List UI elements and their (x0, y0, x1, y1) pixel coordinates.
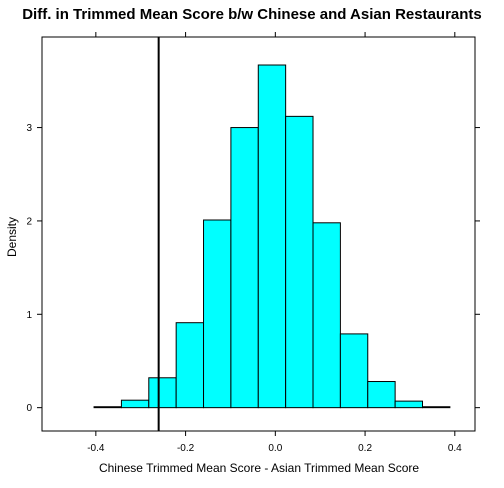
histogram-bar (368, 382, 395, 408)
y-tick-label: 2 (26, 216, 32, 227)
histogram-bar (149, 378, 176, 408)
x-tick-label: -0.2 (177, 443, 195, 454)
y-axis-label: Density (5, 217, 19, 257)
chart-title: Diff. in Trimmed Mean Score b/w Chinese … (22, 6, 482, 23)
histogram-bar (121, 400, 148, 407)
x-tick-label: -0.4 (87, 443, 105, 454)
histogram-bar (176, 323, 203, 408)
x-tick-label: 0.0 (268, 443, 282, 454)
histogram-bar (340, 334, 367, 408)
x-axis-label: Chinese Trimmed Mean Score - Asian Trimm… (99, 461, 419, 475)
y-tick-label: 0 (26, 403, 32, 414)
x-tick-label: 0.4 (448, 443, 462, 454)
histogram-bar (395, 401, 422, 408)
histogram-bar (286, 116, 313, 407)
bars-layer (94, 65, 450, 408)
histogram-bar (231, 128, 258, 408)
histogram-bar (258, 65, 285, 408)
histogram-bar (423, 407, 450, 408)
y-tick-label: 3 (26, 123, 32, 134)
y-tick-label: 1 (26, 310, 32, 321)
histogram-bar (204, 220, 231, 408)
x-tick-label: 0.2 (358, 443, 372, 454)
histogram-bar (94, 407, 121, 408)
histogram-bar (313, 223, 340, 408)
